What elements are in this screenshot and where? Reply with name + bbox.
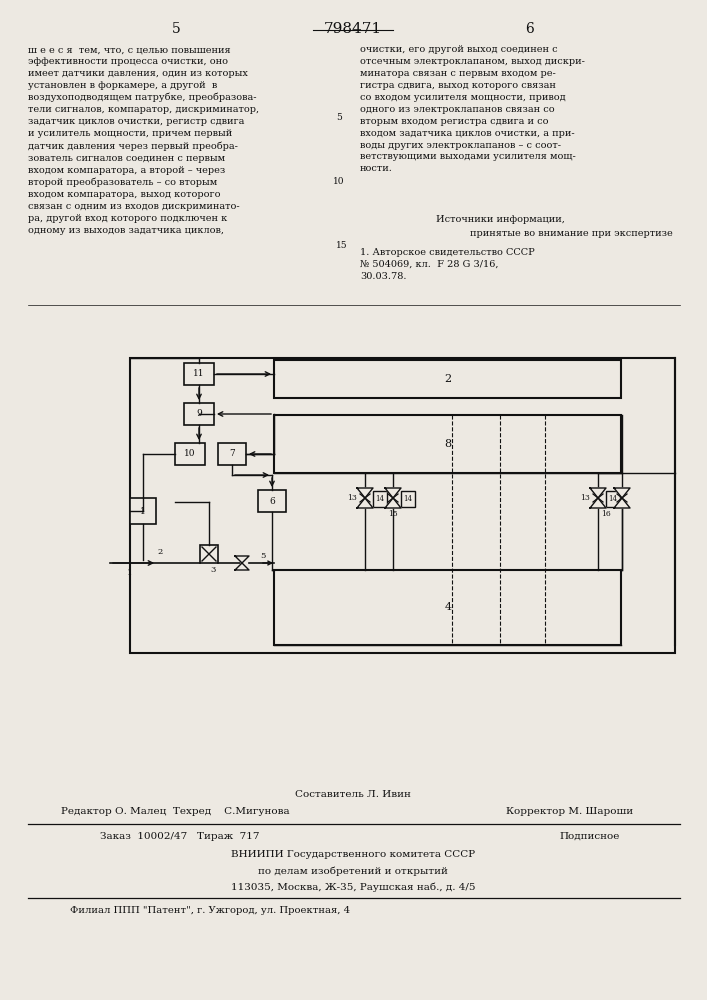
Text: 7: 7 (229, 450, 235, 458)
Text: 1: 1 (127, 569, 133, 577)
Polygon shape (614, 488, 630, 498)
Text: Редактор О. Малец  Техред    С.Мигунова: Редактор О. Малец Техред С.Мигунова (61, 807, 289, 816)
Bar (373, 491, 387, 507)
Text: 13: 13 (347, 494, 357, 502)
Polygon shape (385, 498, 401, 508)
Text: 11: 11 (193, 369, 205, 378)
Text: 2: 2 (158, 548, 163, 556)
Text: 8: 8 (445, 439, 452, 449)
Text: ВНИИПИ Государственного комитета СССР: ВНИИПИ Государственного комитета СССР (231, 850, 475, 859)
Text: 3: 3 (210, 566, 216, 574)
Bar (184, 363, 214, 385)
Bar (218, 443, 246, 465)
Text: 10: 10 (333, 178, 344, 186)
Text: 13: 13 (580, 494, 590, 502)
Bar (130, 358, 675, 653)
Bar (274, 570, 621, 645)
Polygon shape (357, 488, 373, 498)
Text: принятые во внимание при экспертизе: принятые во внимание при экспертизе (470, 229, 673, 238)
Text: 14: 14 (375, 495, 385, 503)
Bar (184, 403, 214, 425)
Polygon shape (235, 563, 249, 570)
Polygon shape (357, 498, 373, 508)
Text: 1: 1 (140, 506, 146, 516)
Text: 6: 6 (269, 496, 275, 506)
Polygon shape (235, 556, 249, 563)
Text: 9: 9 (196, 410, 202, 418)
Bar (258, 490, 286, 512)
Text: 5: 5 (260, 552, 266, 560)
Text: по делам изобретений и открытий: по делам изобретений и открытий (258, 866, 448, 876)
Text: 14: 14 (609, 495, 617, 503)
Polygon shape (614, 498, 630, 508)
Bar (175, 443, 205, 465)
Text: 16: 16 (601, 510, 611, 518)
Text: 1. Авторское свидетельство СССР
№ 504069, кл.  F 28 G 3/16,
30.03.78.: 1. Авторское свидетельство СССР № 504069… (360, 248, 534, 281)
Text: 5: 5 (172, 22, 180, 36)
Text: 2: 2 (445, 374, 452, 384)
Text: 798471: 798471 (324, 22, 382, 36)
Text: 15: 15 (336, 241, 348, 250)
Text: 5: 5 (336, 113, 342, 122)
Text: Составитель Л. Ивин: Составитель Л. Ивин (295, 790, 411, 799)
Polygon shape (590, 498, 606, 508)
Bar (130, 498, 156, 524)
Text: Подписное: Подписное (560, 832, 620, 841)
Polygon shape (385, 488, 401, 498)
Bar (274, 360, 621, 398)
Text: очистки, его другой выход соединен с
отсечным электроклапаном, выход дискри-
мин: очистки, его другой выход соединен с отс… (360, 45, 585, 173)
Bar (274, 415, 621, 473)
Text: ш е е с я  тем, что, с целью повышения
эффективности процесса очистки, оно
имеет: ш е е с я тем, что, с целью повышения эф… (28, 45, 259, 235)
Text: 14: 14 (404, 495, 412, 503)
Text: Заказ  10002/47   Тираж  717: Заказ 10002/47 Тираж 717 (100, 832, 259, 841)
Text: 4: 4 (445, 602, 452, 612)
Bar (401, 491, 415, 507)
Text: 113035, Москва, Ж-35, Раушская наб., д. 4/5: 113035, Москва, Ж-35, Раушская наб., д. … (230, 882, 475, 892)
Text: 10: 10 (185, 450, 196, 458)
Text: 6: 6 (525, 22, 534, 36)
Bar (606, 491, 620, 507)
Polygon shape (590, 488, 606, 498)
Bar (200, 545, 218, 563)
Text: 15: 15 (388, 510, 398, 518)
Text: Источники информации,: Источники информации, (436, 215, 564, 224)
Text: Филиал ППП "Патент", г. Ужгород, ул. Проектная, 4: Филиал ППП "Патент", г. Ужгород, ул. Про… (70, 906, 350, 915)
Text: Корректор М. Шароши: Корректор М. Шароши (506, 807, 633, 816)
